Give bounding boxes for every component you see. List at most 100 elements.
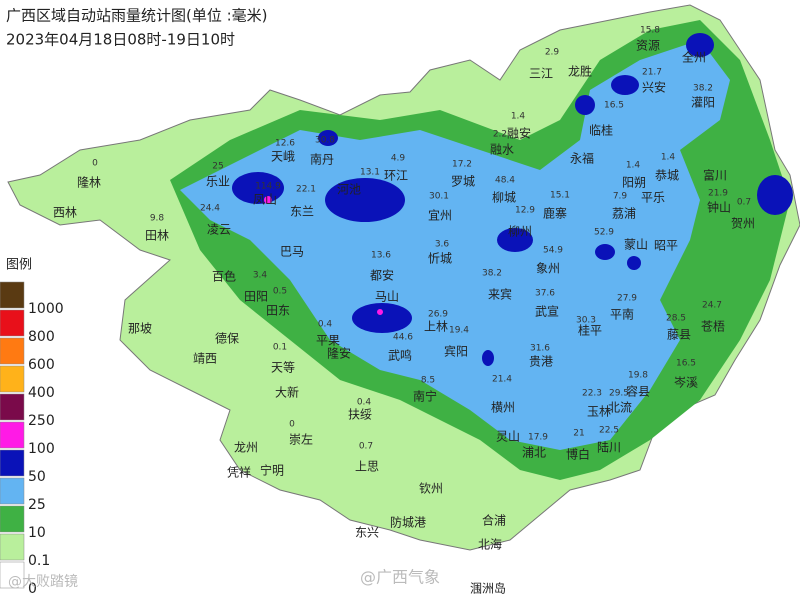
legend-swatch xyxy=(0,561,25,589)
rain-value: 0.4 xyxy=(357,398,372,408)
rain-value: 17.2 xyxy=(452,160,472,170)
place-name: 灌阳 xyxy=(691,96,715,110)
place-name: 博白 xyxy=(566,447,590,462)
place-name: 扶绥 xyxy=(348,407,372,422)
rain-value: 38.2 xyxy=(482,269,502,279)
rain-value: 19.8 xyxy=(628,371,648,381)
place-name: 上思 xyxy=(355,460,379,474)
legend-label: 25 xyxy=(28,497,46,513)
place-name: 田林 xyxy=(145,229,169,243)
place-name: 上林 xyxy=(424,320,448,334)
place-name: 贺州 xyxy=(731,217,755,231)
extreme-rain xyxy=(264,196,272,204)
rain-value: 22.3 xyxy=(582,389,602,399)
place-name: 北海 xyxy=(478,537,502,552)
place-name: 河池 xyxy=(337,183,361,197)
place-name: 宜州 xyxy=(428,208,452,223)
place-name: 横州 xyxy=(491,401,515,415)
legend-label: 400 xyxy=(28,385,55,401)
legend-title: 图例 xyxy=(6,258,32,273)
rain-value: 26.9 xyxy=(428,310,448,320)
rain-value: 30.1 xyxy=(429,192,449,202)
title: 广西区域自动站雨量统计图(单位 :毫米) xyxy=(6,7,268,25)
place-name: 都安 xyxy=(370,268,394,283)
place-name: 宁明 xyxy=(260,463,284,478)
legend-swatch xyxy=(0,365,25,393)
rain-value: 22.1 xyxy=(296,185,316,195)
rain-value: 0.7 xyxy=(359,442,373,452)
rain-value: 19.4 xyxy=(449,326,469,336)
place-name: 东兰 xyxy=(290,205,314,219)
place-name: 乐业 xyxy=(206,175,230,189)
place-name: 岑溪 xyxy=(674,376,698,390)
rain-value: 16.5 xyxy=(676,359,696,369)
rain-value: 21.7 xyxy=(642,68,662,78)
legend-label: 250 xyxy=(28,413,55,429)
place-name: 永福 xyxy=(570,151,594,166)
place-name: 靖西 xyxy=(193,352,217,366)
legend-swatch xyxy=(0,421,25,449)
heavy-rain xyxy=(232,33,793,366)
rain-value: 7.9 xyxy=(613,192,628,202)
legend-swatch xyxy=(0,309,25,337)
legend-swatch xyxy=(0,393,25,421)
rain-value: 38.2 xyxy=(693,84,713,94)
rain-value: 21 xyxy=(573,429,584,439)
place-name: 北流 xyxy=(608,401,632,415)
rain-value: 24.7 xyxy=(702,301,722,311)
legend-label: 1000 xyxy=(28,301,64,317)
rain-value: 15.1 xyxy=(550,191,570,201)
rain-value: 28.5 xyxy=(666,314,686,324)
place-name: 环江 xyxy=(384,169,408,183)
watermark: @广西气象 xyxy=(360,568,440,587)
place-name: 玉林 xyxy=(587,405,611,419)
legend-swatch xyxy=(0,281,25,309)
rain-value: 27.9 xyxy=(617,294,637,304)
place-name: 贵港 xyxy=(529,355,553,369)
rain-value: 21.4 xyxy=(492,375,512,385)
rain-value: 2.2 xyxy=(493,130,507,140)
rain-value: 1.4 xyxy=(626,161,641,171)
place-name: 大新 xyxy=(275,385,299,400)
place-name: 三江 xyxy=(529,67,553,81)
rain-value: 0 xyxy=(289,420,295,430)
rain-value: 12.9 xyxy=(515,206,535,216)
place-name: 合浦 xyxy=(482,513,506,528)
place-name: 灵山 xyxy=(496,430,520,444)
place-name: 富川 xyxy=(703,168,727,183)
place-name: 容县 xyxy=(626,384,650,399)
place-name: 涠洲岛 xyxy=(470,581,506,596)
rain-value: 114.9 xyxy=(255,182,281,192)
place-name: 南宁 xyxy=(413,389,437,404)
rain-value: 0.4 xyxy=(318,320,333,330)
place-name: 昭平 xyxy=(654,239,678,253)
rain-value: 31.6 xyxy=(530,344,550,354)
rain-value: 29.5 xyxy=(609,389,629,399)
rain-value: 1.4 xyxy=(511,112,526,122)
place-name: 平乐 xyxy=(641,191,665,205)
place-name: 荔浦 xyxy=(612,207,636,221)
place-name: 恭城 xyxy=(655,169,679,183)
legend-label: 10 xyxy=(28,525,46,541)
legend-label: 600 xyxy=(28,357,55,373)
place-name: 田阳 xyxy=(244,290,268,304)
rain-value: 13.6 xyxy=(371,251,391,261)
rain-value: 0.1 xyxy=(273,343,287,353)
place-name: 平南 xyxy=(610,307,634,322)
rain-value: 44.6 xyxy=(393,333,413,343)
place-name: 凭祥 xyxy=(227,465,251,480)
place-name: 来宾 xyxy=(488,287,512,302)
place-name: 藤县 xyxy=(667,328,691,342)
rain-value: 25 xyxy=(212,162,223,172)
watermark: @大败踏镜 xyxy=(8,574,78,590)
place-name: 融水 xyxy=(490,143,514,157)
legend-swatch xyxy=(0,449,25,477)
place-name: 天等 xyxy=(271,361,295,375)
place-name: 那坡 xyxy=(128,322,152,336)
rain-value: 3.4 xyxy=(253,271,268,281)
place-name: 武宣 xyxy=(535,304,559,319)
legend-label: 50 xyxy=(28,469,46,485)
rain-value: 30.3 xyxy=(576,316,596,326)
rain-value: 1.4 xyxy=(661,153,676,163)
subtitle: 2023年04月18日08时-19日10时 xyxy=(6,31,235,49)
